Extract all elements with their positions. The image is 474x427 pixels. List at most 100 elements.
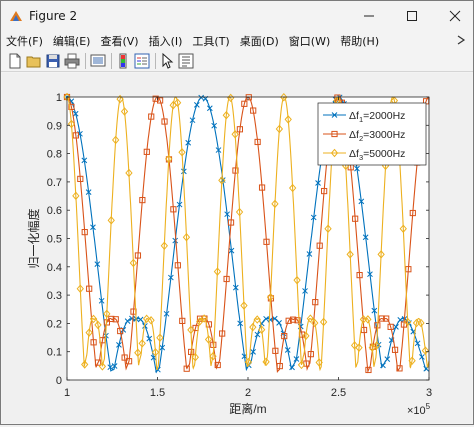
- series-point: [364, 315, 372, 324]
- series-point: [179, 317, 186, 324]
- series-point: [409, 209, 416, 217]
- series-point: [288, 183, 297, 193]
- legend-label: Δf3=5000Hz: [349, 148, 405, 162]
- property-inspector-icon[interactable]: [177, 52, 195, 70]
- dock-arrow-icon[interactable]: [455, 34, 467, 46]
- series-point: [81, 157, 88, 164]
- series-point: [173, 98, 182, 107]
- save-icon[interactable]: [44, 52, 62, 70]
- series-point: [94, 359, 102, 366]
- series-point: [174, 262, 181, 269]
- series-point: [215, 147, 222, 153]
- figure-canvas: 0 0.1 0.2 0.3 0.4 0.5 0.6 0.7 0.8 0.9 1 1 1.5 2 2.5 3 ×1…: [2, 73, 472, 423]
- series-point: [139, 196, 146, 204]
- series-point: [108, 315, 115, 323]
- minimize-button[interactable]: [351, 1, 387, 31]
- series-point: [276, 362, 283, 370]
- series-point: [191, 352, 199, 362]
- insert-legend-icon[interactable]: [133, 52, 151, 70]
- y-axis-label: 归一化幅度: [26, 208, 41, 268]
- toolbar-separator: [111, 53, 112, 69]
- series-point: [200, 314, 208, 323]
- series-point: [129, 258, 138, 268]
- series-point: [112, 135, 120, 145]
- series-point: [204, 335, 213, 344]
- maximize-button[interactable]: [394, 1, 430, 31]
- series-point: [289, 316, 297, 323]
- new-figure-icon[interactable]: [6, 52, 24, 70]
- series-point: [176, 201, 183, 208]
- menu-window[interactable]: 窗口(W): [288, 35, 331, 48]
- menu-tools[interactable]: 工具(T): [192, 35, 230, 48]
- series-point: [206, 105, 213, 112]
- series-point: [362, 234, 369, 241]
- series-point: [263, 238, 270, 245]
- menu-file[interactable]: 文件(F): [6, 35, 43, 48]
- series-point: [419, 354, 425, 360]
- insert-colorbar-icon[interactable]: [114, 52, 132, 70]
- print-icon[interactable]: [63, 52, 81, 70]
- y-tick-label: 0.2: [47, 318, 62, 330]
- series-point: [321, 187, 328, 195]
- series-point: [231, 130, 239, 139]
- link-plot-icon[interactable]: [89, 52, 107, 70]
- series-point: [213, 267, 222, 276]
- x-tick-label: 3: [426, 387, 432, 399]
- series-point: [94, 320, 102, 330]
- series-point: [146, 335, 153, 342]
- chart[interactable]: 0 0.1 0.2 0.3 0.4 0.5 0.6 0.7 0.8 0.9 1 1 1.5 2 2.5 3 ×1…: [2, 73, 472, 423]
- series-point: [172, 237, 179, 244]
- menu-desktop[interactable]: 桌面(D): [239, 35, 279, 48]
- y-tick-label: 0.4: [47, 262, 62, 274]
- menu-help[interactable]: 帮助(H): [340, 35, 380, 48]
- series-point: [393, 323, 399, 330]
- close-button[interactable]: [437, 1, 473, 31]
- series-point: [183, 365, 190, 372]
- series-point: [405, 266, 412, 273]
- series-point: [89, 314, 98, 324]
- series-point: [103, 309, 111, 319]
- open-file-icon[interactable]: [25, 52, 43, 70]
- series-point: [384, 356, 391, 362]
- series-point: [316, 242, 323, 249]
- series-point: [399, 224, 407, 233]
- menu-edit[interactable]: 编辑(E): [52, 35, 91, 48]
- menu-insert[interactable]: 插入(I): [148, 35, 183, 48]
- series-point: [253, 315, 261, 324]
- series-point: [350, 341, 359, 350]
- series-point: [396, 365, 403, 372]
- series-point: [218, 176, 226, 185]
- series-point: [224, 211, 230, 218]
- x-axis-label: 距离/m: [229, 401, 266, 416]
- series-point: [244, 357, 253, 367]
- series-point: [391, 346, 399, 353]
- series-point: [414, 340, 421, 347]
- minimize-icon: [364, 15, 374, 17]
- y-tick-label: 0.7: [47, 177, 62, 189]
- series-point: [236, 126, 243, 133]
- series-point: [68, 103, 75, 111]
- series-point: [306, 251, 313, 257]
- x-tick-label: 1.5: [150, 387, 165, 399]
- series-point: [117, 327, 124, 335]
- series-point: [356, 272, 363, 279]
- series-point: [284, 115, 292, 124]
- legend-entry: Δf2=3000Hz: [323, 129, 405, 143]
- series-point: [228, 247, 235, 254]
- series-point: [285, 317, 292, 324]
- title-bar[interactable]: Figure 2: [1, 1, 473, 31]
- series-point: [232, 167, 239, 174]
- series-point: [377, 250, 385, 259]
- menu-view[interactable]: 查看(V): [100, 35, 139, 48]
- series-point: [371, 307, 378, 314]
- edit-plot-icon[interactable]: [158, 52, 176, 70]
- series-point: [275, 124, 284, 134]
- series-point: [151, 348, 160, 357]
- series-point: [189, 117, 196, 124]
- series-point: [137, 316, 144, 323]
- series-point: [417, 318, 425, 328]
- series-point: [116, 341, 122, 348]
- series-point: [156, 333, 164, 342]
- y-tick-label: 1: [56, 92, 62, 104]
